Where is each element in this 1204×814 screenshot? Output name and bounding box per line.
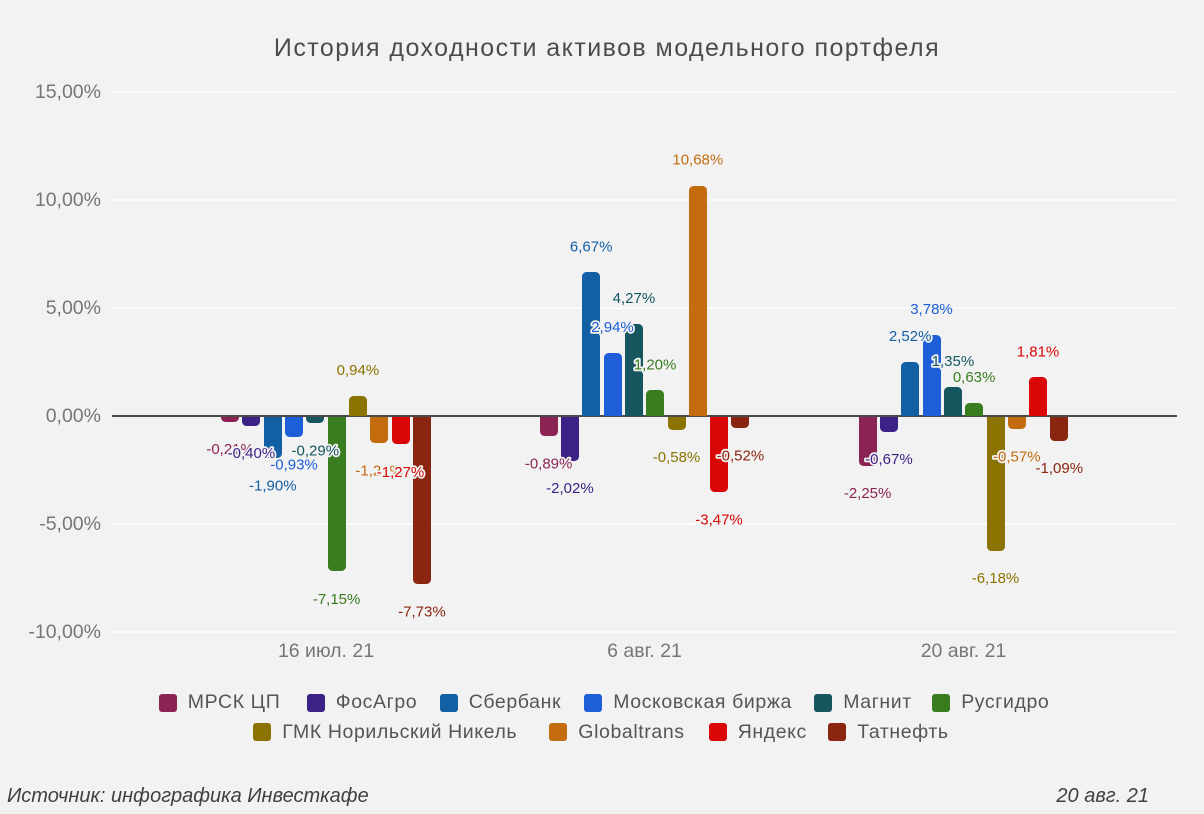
svg-text:2,52%: 2,52% xyxy=(889,328,932,345)
svg-text:-0,21%: -0,21% xyxy=(206,441,254,458)
svg-text:-3,47%: -3,47% xyxy=(695,511,743,528)
svg-text:-1,21%: -1,21% xyxy=(355,463,403,480)
svg-text:-7,73%: -7,73% xyxy=(398,603,446,620)
svg-text:1,81%: 1,81% xyxy=(1017,343,1060,360)
svg-text:1,20%: 1,20% xyxy=(634,357,677,374)
svg-text:-1,90%: -1,90% xyxy=(249,477,297,494)
svg-text:-0,29%: -0,29% xyxy=(292,443,340,460)
svg-text:-6,18%: -6,18% xyxy=(972,570,1020,587)
svg-text:4,27%: 4,27% xyxy=(613,290,656,307)
svg-text:-0,57%: -0,57% xyxy=(993,449,1041,466)
svg-text:-1,09%: -1,09% xyxy=(1036,460,1084,477)
svg-text:-0,52%: -0,52% xyxy=(717,448,765,465)
svg-text:-0,89%: -0,89% xyxy=(525,456,573,473)
svg-text:1,35%: 1,35% xyxy=(932,353,975,370)
svg-text:0,94%: 0,94% xyxy=(337,362,380,379)
svg-text:-0,93%: -0,93% xyxy=(270,457,318,474)
svg-text:0,63%: 0,63% xyxy=(953,369,996,386)
svg-text:-1,27%: -1,27% xyxy=(377,464,425,481)
svg-text:3,78%: 3,78% xyxy=(910,301,953,318)
svg-text:-0,40%: -0,40% xyxy=(228,445,276,462)
svg-text:-0,58%: -0,58% xyxy=(653,449,701,466)
svg-text:-2,02%: -2,02% xyxy=(546,480,594,497)
svg-text:-0,67%: -0,67% xyxy=(865,451,913,468)
svg-text:-2,25%: -2,25% xyxy=(844,485,892,502)
svg-text:10,68%: 10,68% xyxy=(672,152,723,169)
svg-text:6,67%: 6,67% xyxy=(570,238,613,255)
svg-text:2,94%: 2,94% xyxy=(591,319,634,336)
svg-text:-7,15%: -7,15% xyxy=(313,591,361,608)
